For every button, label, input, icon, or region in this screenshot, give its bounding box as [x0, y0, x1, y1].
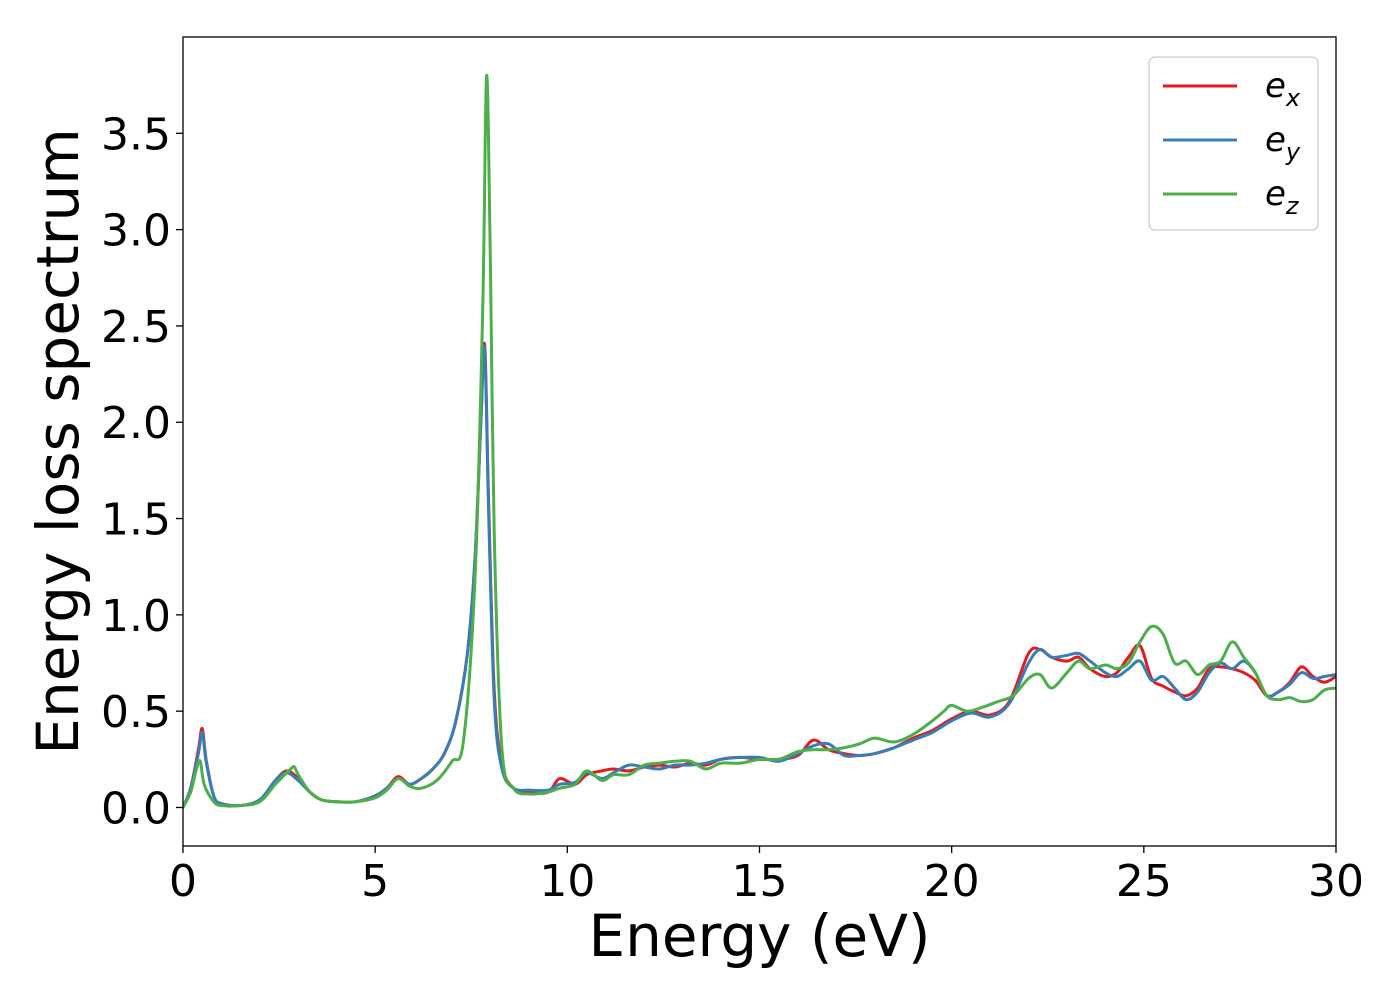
y-axis-title: Energy loss spectrum — [24, 128, 92, 754]
y-axis: 0.0 0.5 1.0 1.5 2.0 2.5 3.0 3.5 — [101, 109, 183, 834]
x-tick-label: 0 — [169, 856, 197, 907]
series-line-x — [183, 341, 1336, 809]
series-line-y — [183, 345, 1336, 809]
x-tick-label: 20 — [924, 856, 980, 907]
x-tick-label: 25 — [1116, 856, 1172, 907]
legend-label-x: ex — [1265, 66, 1301, 112]
series-layer — [183, 74, 1336, 809]
x-axis-title: Energy (eV) — [588, 902, 930, 970]
series-line-z — [183, 74, 1336, 809]
y-tick-label: 3.0 — [101, 206, 171, 257]
x-axis: 0 5 10 15 20 25 30 — [169, 846, 1364, 907]
x-tick-label: 5 — [361, 856, 389, 907]
y-tick-label: 2.5 — [101, 302, 171, 353]
legend-label-z: ez — [1265, 174, 1300, 220]
x-tick-label: 15 — [732, 856, 788, 907]
y-tick-label: 1.0 — [101, 591, 171, 642]
y-tick-label: 3.5 — [101, 109, 171, 160]
x-tick-label: 10 — [539, 856, 595, 907]
y-tick-label: 0.0 — [101, 783, 171, 834]
legend-label-y: ey — [1265, 120, 1301, 166]
y-tick-label: 0.5 — [101, 687, 171, 738]
legend: ex ey ez — [1148, 56, 1319, 231]
x-tick-label: 30 — [1308, 856, 1364, 907]
y-tick-label: 2.0 — [101, 398, 171, 449]
legend-box — [1148, 56, 1319, 231]
y-tick-label: 1.5 — [101, 495, 171, 546]
